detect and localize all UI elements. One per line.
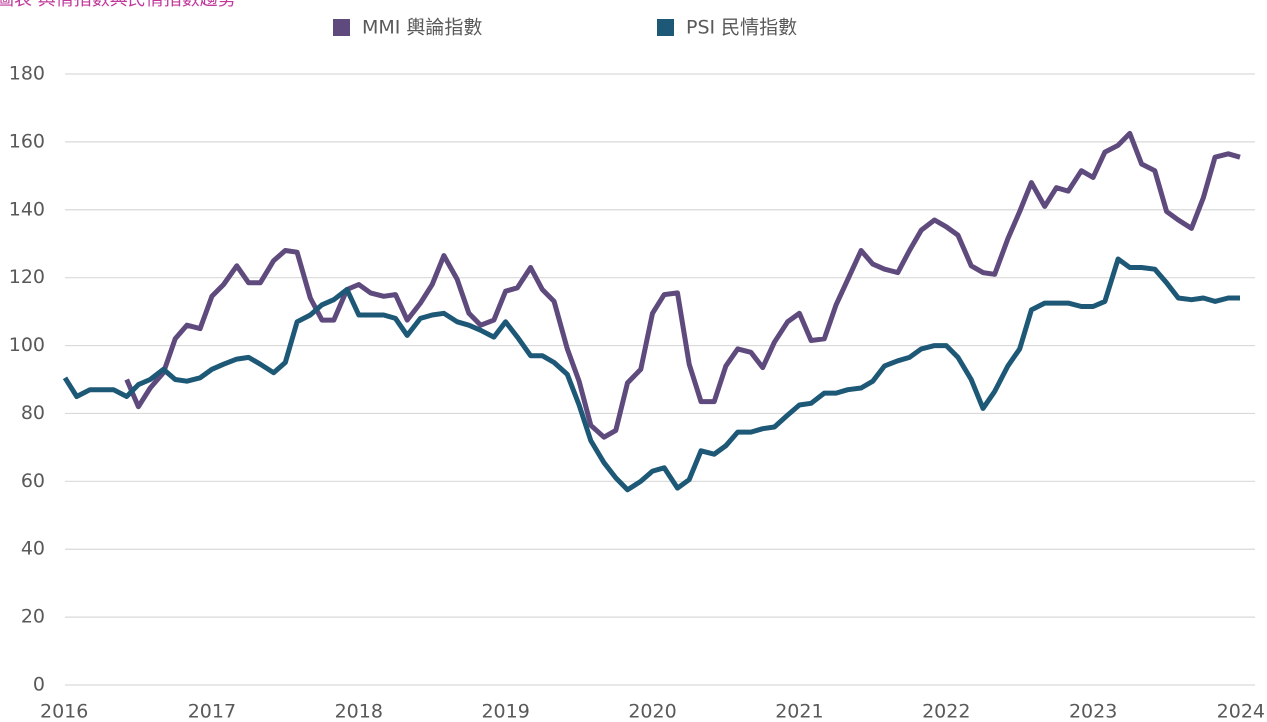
x-tick-label: 2019 <box>481 701 529 722</box>
series-line <box>124 130 1241 440</box>
series-line <box>62 256 1240 493</box>
chart-title: 圖表 輿情指數與民情指數趨勢 <box>0 0 236 10</box>
x-tick-label: 2016 <box>40 701 88 722</box>
x-tick-label: 2021 <box>775 701 823 722</box>
y-tick-label: 140 <box>9 198 45 220</box>
y-tick-label: 20 <box>21 606 45 628</box>
legend-swatch <box>657 19 674 36</box>
x-tick-label: 2022 <box>922 701 970 722</box>
x-tick-label: 2023 <box>1069 701 1117 722</box>
y-tick-label: 80 <box>21 402 45 424</box>
legend-swatch <box>333 19 350 36</box>
y-tick-label: 120 <box>9 266 45 288</box>
y-tick-label: 160 <box>9 130 45 152</box>
y-tick-label: 40 <box>21 538 45 560</box>
legend-label: MMI 輿論指數 <box>362 17 482 39</box>
y-tick-label: 180 <box>9 63 45 85</box>
x-tick-label: 2024 <box>1217 701 1265 722</box>
legend-label: PSI 民情指數 <box>686 17 797 39</box>
x-tick-label: 2020 <box>628 701 676 722</box>
y-tick-label: 60 <box>21 470 45 492</box>
x-tick-label: 2017 <box>188 701 236 722</box>
y-tick-label: 100 <box>9 334 45 356</box>
x-tick-label: 2018 <box>335 701 383 722</box>
y-tick-label: 0 <box>33 674 45 696</box>
